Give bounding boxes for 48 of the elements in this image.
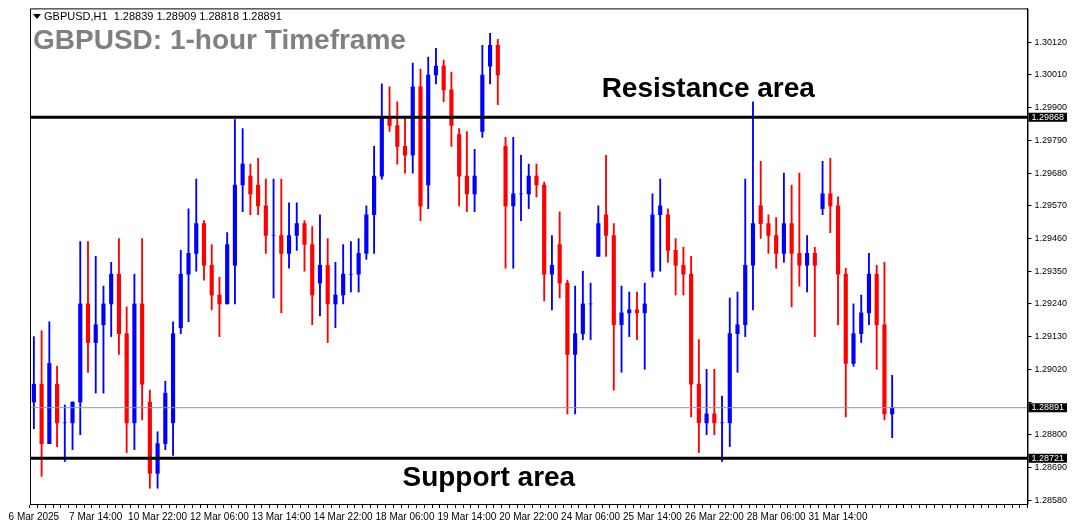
annotation: GBPUSD,H1 1.28839 1.28909 1.28818 1.28891 bbox=[44, 9, 282, 22]
candlestick bbox=[93, 256, 98, 394]
x-tick-label: 10 Mar 22:00 bbox=[128, 510, 188, 522]
x-tick-label: 28 Mar 06:00 bbox=[746, 510, 807, 522]
y-tick-label: 1.29130 bbox=[1034, 331, 1068, 342]
ref-line-label: 1.28891 bbox=[1031, 402, 1065, 413]
y-tick-label: 1.30120 bbox=[1034, 36, 1068, 47]
y-tick-label: 1.29460 bbox=[1034, 232, 1068, 243]
candlestick bbox=[549, 235, 555, 311]
annotation: Resistance area bbox=[601, 71, 816, 103]
y-tick-label: 1.29350 bbox=[1034, 265, 1068, 276]
candlestick bbox=[812, 247, 817, 337]
x-tick-label: 19 Mar 14:00 bbox=[437, 510, 497, 522]
y-tick-label: 1.28800 bbox=[1034, 429, 1068, 440]
candlestick bbox=[828, 157, 833, 233]
y-tick-label: 1.28580 bbox=[1034, 494, 1068, 505]
x-tick-label: 24 Mar 06:00 bbox=[561, 510, 621, 522]
ref-line-label: 1.29868 bbox=[1031, 111, 1065, 122]
x-tick-label: 12 Mar 06:00 bbox=[189, 510, 250, 522]
x-tick-label: 20 Mar 22:00 bbox=[499, 510, 559, 522]
candlestick bbox=[712, 368, 717, 436]
x-tick-label: 14 Mar 22:00 bbox=[313, 510, 374, 522]
text: GBPUSD: 1-hour Timeframe bbox=[33, 24, 406, 56]
annotation: Support area bbox=[402, 460, 576, 492]
x-tick-label: 7 Mar 14:00 bbox=[69, 510, 123, 522]
ref-line-label: 1.28721 bbox=[1031, 452, 1065, 463]
candlestick bbox=[333, 261, 338, 329]
x-tick-label: 25 Mar 14:00 bbox=[622, 510, 683, 522]
x-tick-label: 13 Mar 14:00 bbox=[251, 510, 312, 522]
x-tick-label: 6 Mar 2025 bbox=[8, 510, 60, 522]
candlestick bbox=[658, 178, 663, 272]
candlestick bbox=[642, 282, 647, 370]
y-tick-label: 1.29680 bbox=[1034, 167, 1068, 178]
x-tick-label: 31 Mar 14:00 bbox=[808, 510, 868, 522]
candlestick bbox=[797, 172, 802, 287]
y-tick-label: 1.29240 bbox=[1034, 298, 1068, 309]
y-tick-label: 1.28690 bbox=[1034, 461, 1068, 472]
y-tick-label: 1.29020 bbox=[1034, 363, 1068, 374]
candlestick bbox=[511, 137, 516, 269]
candlestick bbox=[348, 241, 353, 293]
x-tick-label: 18 Mar 06:00 bbox=[375, 510, 435, 522]
candlestick bbox=[704, 368, 709, 436]
x-tick-label: 26 Mar 22:00 bbox=[684, 510, 745, 522]
y-tick-label: 1.30010 bbox=[1034, 69, 1068, 80]
y-tick-label: 1.29900 bbox=[1034, 102, 1068, 113]
y-tick-label: 1.29570 bbox=[1034, 200, 1068, 211]
y-tick-label: 1.29790 bbox=[1034, 134, 1068, 145]
candlestick bbox=[279, 178, 284, 314]
